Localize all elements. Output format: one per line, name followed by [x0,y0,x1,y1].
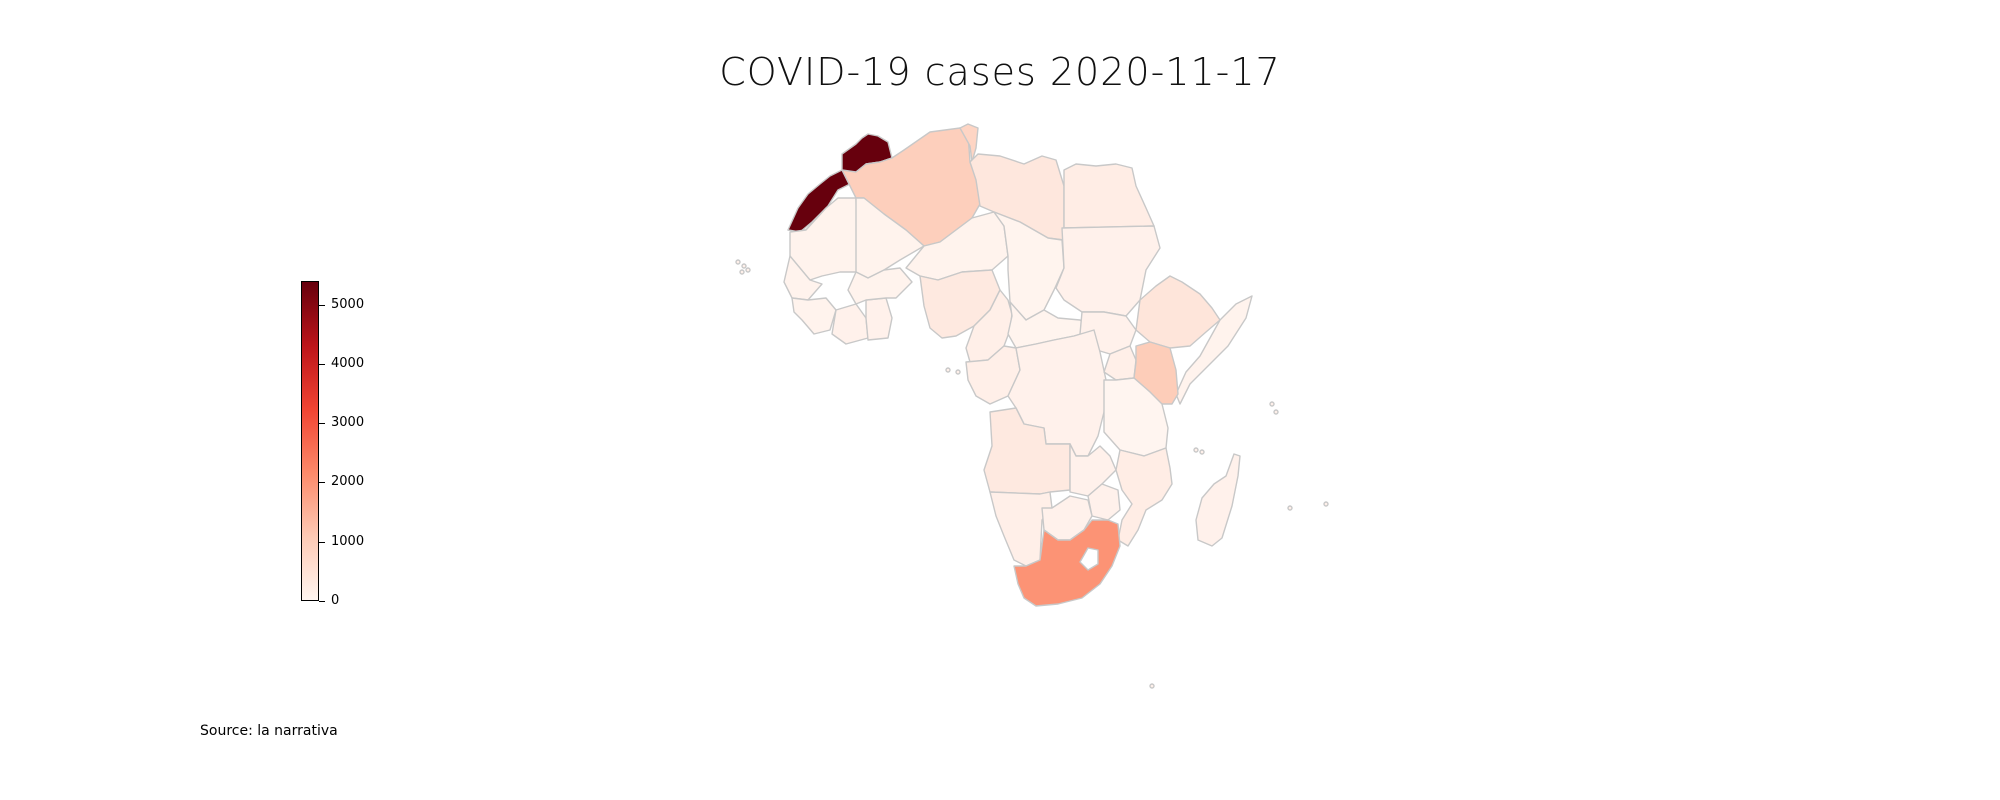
country-layer [783,123,1253,607]
island-layer [735,259,1329,689]
country-morocco [787,133,893,233]
island-marker [735,259,741,265]
country-guinea [791,297,837,335]
page-title: COVID-19 cases 2020-11-17 [719,50,1281,94]
island-marker [1323,501,1329,507]
colorbar-tick [319,601,325,602]
country-zambia [1069,443,1117,497]
island-marker [1149,683,1155,689]
island-marker [1287,505,1293,511]
island-marker [1199,449,1205,455]
country-south-africa [1013,519,1121,607]
island-marker [739,269,745,275]
island-marker [955,369,961,375]
country-ivory-coast [831,303,869,345]
colorbar-tick-label: 1000 [331,533,365,549]
island-marker [1273,409,1279,415]
colorbar-tick-label: 5000 [331,296,365,312]
colorbar-tick-label: 4000 [331,355,365,371]
country-malawi-moz [1115,447,1173,547]
country-tanzania [1103,377,1169,457]
country-madagascar [1195,453,1241,547]
country-ghana [865,297,893,341]
island-marker [745,267,751,273]
colorbar-tick [319,482,325,484]
country-somalia [1175,295,1253,405]
island-marker [945,367,951,373]
colorbar-tick [319,423,325,425]
colorbar-tick-label: 3000 [331,415,365,431]
country-niger [905,211,1009,281]
country-egypt [1063,163,1155,229]
island-marker [1193,447,1199,453]
colorbar-tick [319,304,325,306]
source-note: Source: la narrativa [200,723,338,739]
colorbar-tick-label: 0 [331,593,340,608]
country-tunisia [959,123,979,163]
country-ethiopia [1135,275,1221,349]
island-marker [741,263,747,269]
colorbar-tick-label: 2000 [331,474,365,490]
colorbar [301,281,319,601]
country-burkina-faso [847,267,913,305]
colorbar-tick [319,541,325,543]
colorbar-tick [319,363,325,365]
island-marker [1269,401,1275,407]
country-kenya [1133,341,1179,405]
